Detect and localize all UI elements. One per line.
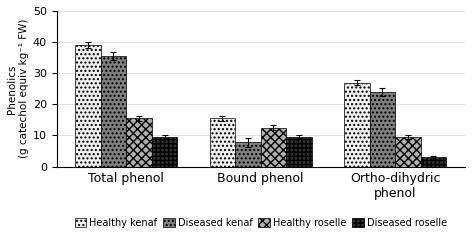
- Legend: Healthy kenaf, Diseased kenaf, Healthy roselle, Diseased roselle: Healthy kenaf, Diseased kenaf, Healthy r…: [74, 218, 447, 228]
- Bar: [344, 83, 370, 167]
- Bar: [261, 128, 286, 167]
- Bar: [395, 137, 420, 167]
- Bar: [75, 45, 100, 167]
- Bar: [100, 56, 126, 167]
- Bar: [286, 137, 312, 167]
- Bar: [126, 118, 152, 167]
- Bar: [420, 157, 446, 167]
- Y-axis label: Phenolics
(g catechol equiv kg⁻¹ FW): Phenolics (g catechol equiv kg⁻¹ FW): [7, 19, 28, 159]
- Bar: [235, 142, 261, 167]
- Bar: [152, 137, 177, 167]
- Bar: [210, 118, 235, 167]
- Bar: [370, 92, 395, 167]
